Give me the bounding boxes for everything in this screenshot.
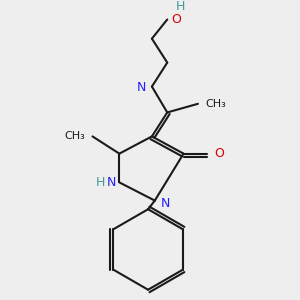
Text: O: O (214, 147, 224, 160)
Text: N: N (160, 197, 170, 210)
Text: N: N (107, 176, 116, 189)
Text: H: H (176, 0, 185, 13)
Text: O: O (171, 13, 181, 26)
Text: CH₃: CH₃ (206, 99, 226, 109)
Text: N: N (137, 81, 146, 94)
Text: CH₃: CH₃ (64, 131, 85, 141)
Text: H: H (95, 176, 105, 189)
